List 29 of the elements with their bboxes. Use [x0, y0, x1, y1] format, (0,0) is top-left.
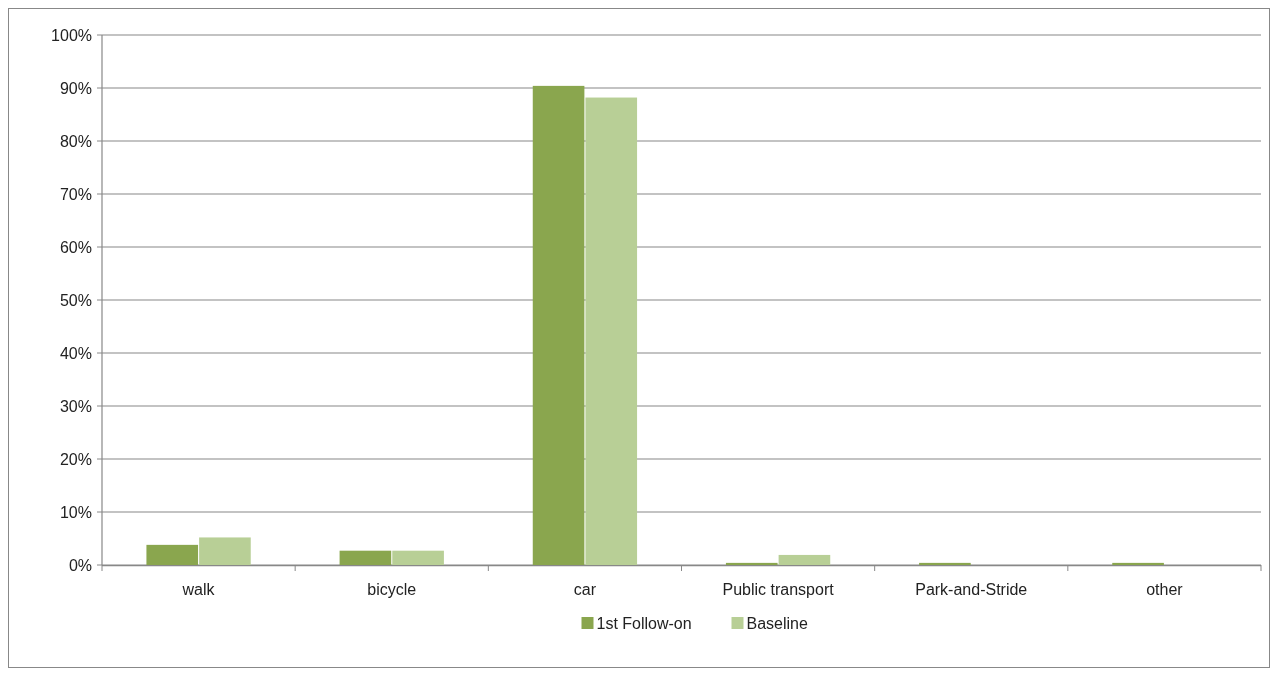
y-tick-label: 70% — [59, 185, 92, 203]
bar — [1112, 562, 1164, 565]
bar — [919, 562, 971, 565]
bar — [392, 550, 444, 565]
x-tick-label: Park-and-Stride — [915, 581, 1028, 598]
bar — [339, 550, 392, 565]
y-tick-label: 50% — [59, 291, 92, 309]
x-tick-label: bicycle — [367, 581, 417, 598]
y-tick-label: 10% — [59, 503, 92, 521]
bar — [778, 554, 831, 565]
x-tick-label: car — [573, 581, 597, 598]
y-tick-label: 100% — [51, 26, 92, 44]
bar — [725, 562, 778, 565]
y-tick-label: 20% — [59, 450, 92, 468]
y-tick-label: 30% — [59, 397, 92, 415]
bar — [199, 537, 251, 565]
y-tick-label: 40% — [59, 344, 92, 362]
x-tick-label: other — [1146, 581, 1184, 598]
y-tick-label: 0% — [68, 556, 92, 574]
y-tick-label: 80% — [59, 132, 92, 150]
bar — [585, 97, 638, 565]
legend-label: Baseline — [746, 614, 808, 632]
legend-label: 1st Follow-on — [596, 614, 692, 632]
x-tick-label: Public transport — [722, 581, 835, 598]
bar — [146, 544, 199, 565]
x-tick-label: walk — [181, 581, 216, 598]
bar — [532, 85, 585, 565]
y-tick-label: 60% — [59, 238, 92, 256]
y-tick-label: 90% — [59, 79, 92, 97]
